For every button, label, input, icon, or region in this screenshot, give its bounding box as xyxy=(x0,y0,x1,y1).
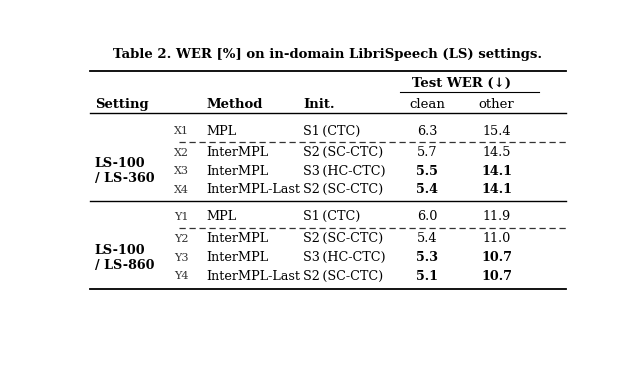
Text: 5.5: 5.5 xyxy=(416,165,438,178)
Text: Setting: Setting xyxy=(95,98,148,111)
Text: Test WER (↓): Test WER (↓) xyxy=(412,77,511,90)
Text: 5.4: 5.4 xyxy=(416,183,438,196)
Text: S1 (CTC): S1 (CTC) xyxy=(303,125,360,138)
Text: LS-100
/ LS-860: LS-100 / LS-860 xyxy=(95,243,154,272)
Text: MPL: MPL xyxy=(207,210,237,223)
Text: X1: X1 xyxy=(174,126,189,136)
Text: S2 (SC-CTC): S2 (SC-CTC) xyxy=(303,270,383,283)
Text: 14.1: 14.1 xyxy=(481,165,512,178)
Text: InterMPL: InterMPL xyxy=(207,232,269,245)
Text: 5.4: 5.4 xyxy=(417,232,438,245)
Text: X4: X4 xyxy=(174,185,189,195)
Text: 10.7: 10.7 xyxy=(481,251,512,264)
Text: 5.7: 5.7 xyxy=(417,146,438,159)
Text: 14.5: 14.5 xyxy=(483,146,511,159)
Text: Y1: Y1 xyxy=(175,212,189,222)
Text: S2 (SC-CTC): S2 (SC-CTC) xyxy=(303,146,383,159)
Text: 6.0: 6.0 xyxy=(417,210,437,223)
Text: LS-100
/ LS-360: LS-100 / LS-360 xyxy=(95,157,154,185)
Text: S2 (SC-CTC): S2 (SC-CTC) xyxy=(303,232,383,245)
Text: X3: X3 xyxy=(174,166,189,176)
Text: InterMPL: InterMPL xyxy=(207,165,269,178)
Text: InterMPL-Last: InterMPL-Last xyxy=(207,270,301,283)
Text: X2: X2 xyxy=(174,148,189,158)
Text: Table 2. WER [%] on in-domain LibriSpeech (LS) settings.: Table 2. WER [%] on in-domain LibriSpeec… xyxy=(113,48,543,61)
Text: S2 (SC-CTC): S2 (SC-CTC) xyxy=(303,183,383,196)
Text: InterMPL: InterMPL xyxy=(207,251,269,264)
Text: Method: Method xyxy=(207,98,263,111)
Text: other: other xyxy=(479,98,515,111)
Text: S3 (HC-CTC): S3 (HC-CTC) xyxy=(303,165,386,178)
Text: InterMPL-Last: InterMPL-Last xyxy=(207,183,301,196)
Text: InterMPL: InterMPL xyxy=(207,146,269,159)
Text: 6.3: 6.3 xyxy=(417,125,437,138)
Text: S3 (HC-CTC): S3 (HC-CTC) xyxy=(303,251,386,264)
Text: 10.7: 10.7 xyxy=(481,270,512,283)
Text: 5.3: 5.3 xyxy=(416,251,438,264)
Text: Y2: Y2 xyxy=(175,234,189,244)
Text: Init.: Init. xyxy=(303,98,335,111)
Text: MPL: MPL xyxy=(207,125,237,138)
Text: 14.1: 14.1 xyxy=(481,183,512,196)
Text: S1 (CTC): S1 (CTC) xyxy=(303,210,360,223)
Text: clean: clean xyxy=(409,98,445,111)
Text: Y3: Y3 xyxy=(175,252,189,262)
Text: 11.9: 11.9 xyxy=(483,210,511,223)
Text: 11.0: 11.0 xyxy=(483,232,511,245)
Text: 5.1: 5.1 xyxy=(416,270,438,283)
Text: Y4: Y4 xyxy=(175,271,189,281)
Text: 15.4: 15.4 xyxy=(483,125,511,138)
